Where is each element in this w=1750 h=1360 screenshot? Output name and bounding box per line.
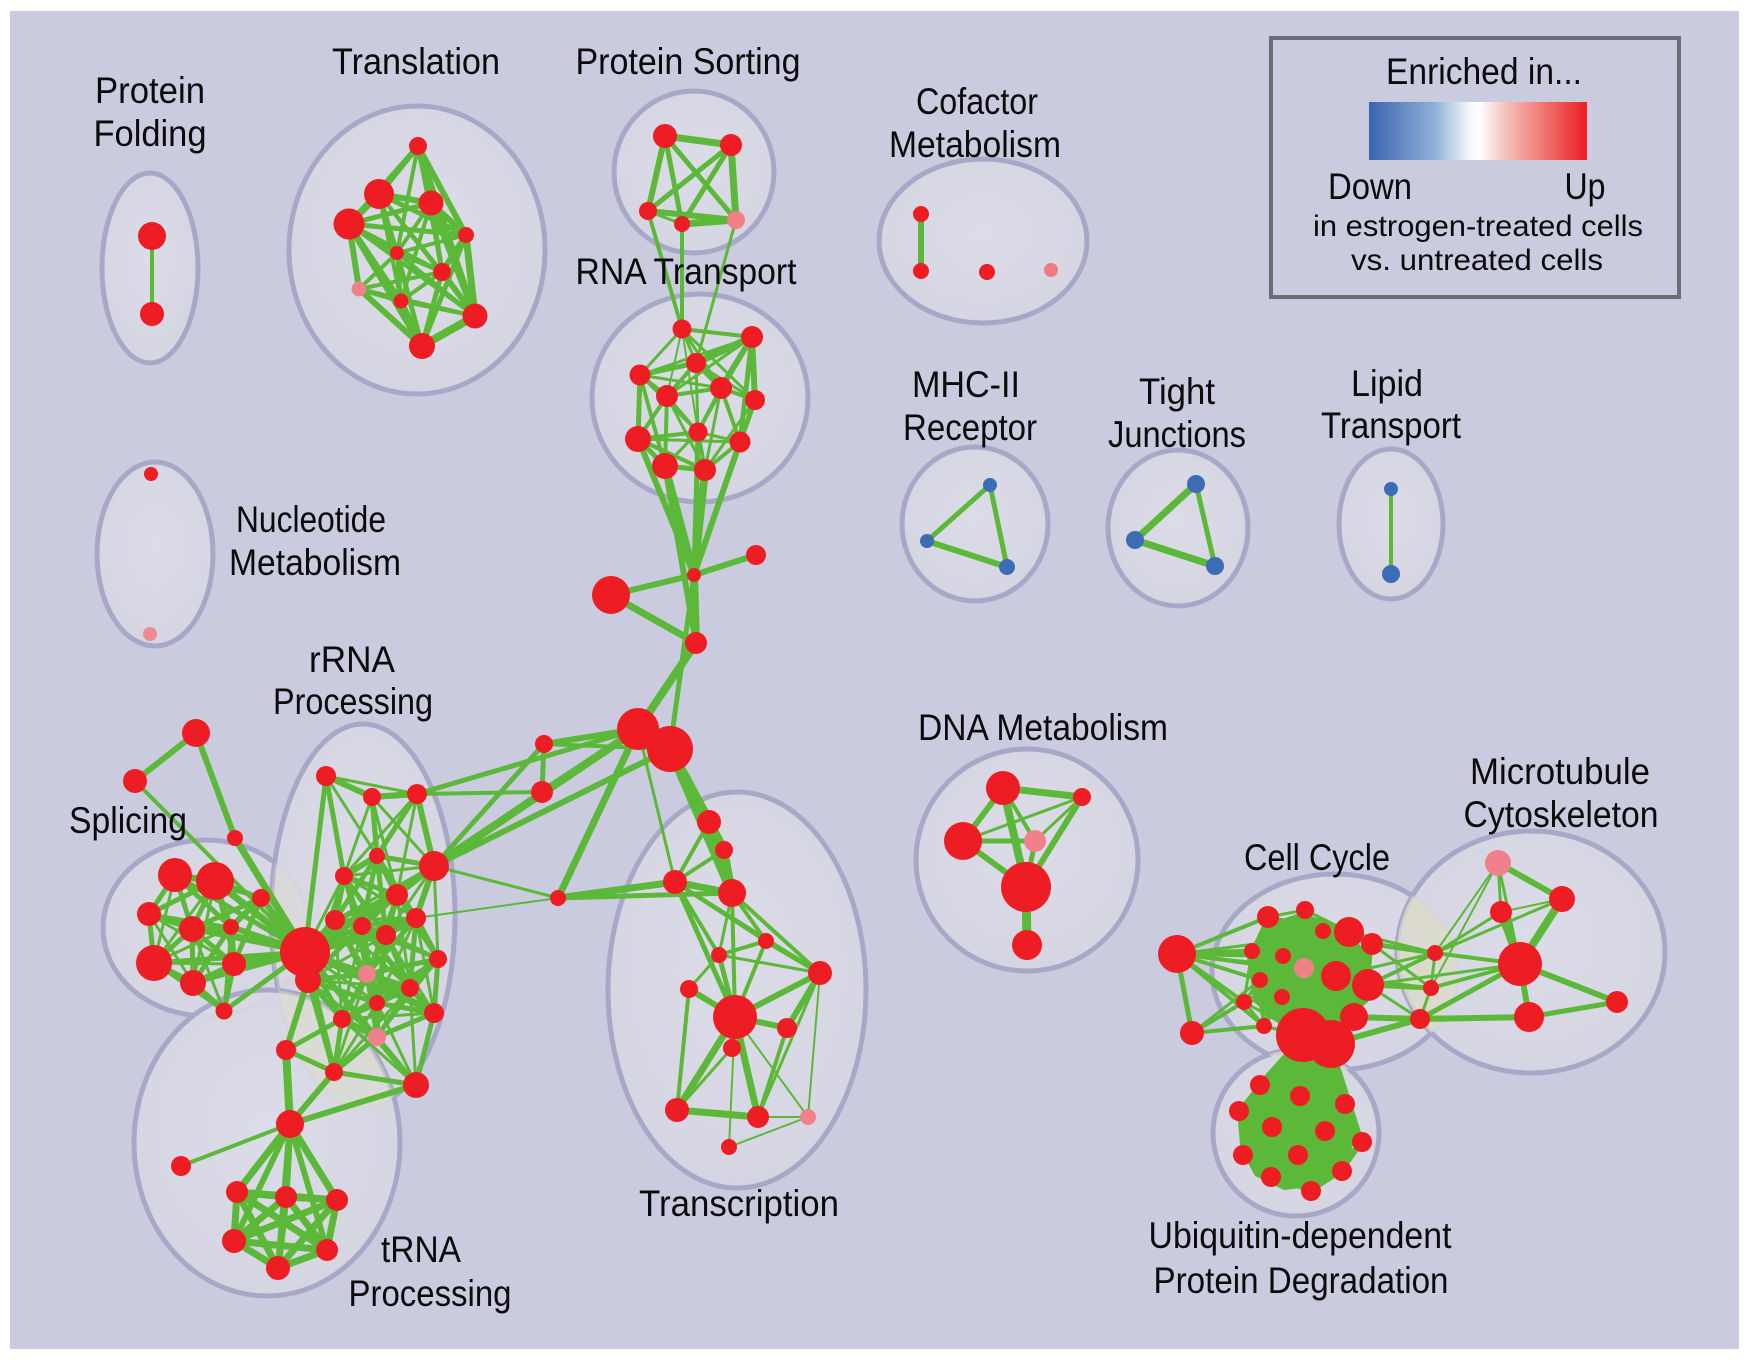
- svg-text:Processing: Processing: [273, 681, 433, 722]
- svg-text:Up: Up: [1565, 166, 1606, 207]
- svg-text:Transport: Transport: [1321, 405, 1462, 446]
- svg-text:RNA Transport: RNA Transport: [576, 251, 798, 292]
- svg-text:Enriched in...: Enriched in...: [1386, 51, 1582, 92]
- svg-text:Processing: Processing: [349, 1273, 512, 1314]
- svg-text:Tight: Tight: [1139, 371, 1216, 412]
- svg-text:Cofactor: Cofactor: [916, 81, 1038, 122]
- svg-text:Microtubule: Microtubule: [1470, 751, 1650, 792]
- svg-text:Translation: Translation: [332, 41, 500, 82]
- svg-text:rRNA: rRNA: [309, 639, 395, 680]
- svg-text:DNA Metabolism: DNA Metabolism: [918, 707, 1168, 748]
- svg-text:Down: Down: [1328, 166, 1412, 207]
- svg-text:Nucleotide: Nucleotide: [236, 499, 386, 540]
- svg-text:Protein Sorting: Protein Sorting: [576, 41, 801, 82]
- svg-text:in estrogen-treated cells: in estrogen-treated cells: [1313, 210, 1643, 243]
- svg-text:vs. untreated cells: vs. untreated cells: [1351, 244, 1603, 277]
- svg-text:Cytoskeleton: Cytoskeleton: [1464, 794, 1659, 835]
- svg-text:Lipid: Lipid: [1351, 363, 1423, 404]
- svg-text:Ubiquitin-dependent: Ubiquitin-dependent: [1149, 1215, 1453, 1256]
- svg-text:Metabolism: Metabolism: [229, 542, 401, 583]
- svg-text:Protein Degradation: Protein Degradation: [1154, 1260, 1449, 1301]
- svg-text:Folding: Folding: [94, 113, 207, 154]
- svg-text:Junctions: Junctions: [1108, 414, 1246, 455]
- svg-text:tRNA: tRNA: [381, 1229, 461, 1270]
- svg-text:Receptor: Receptor: [903, 407, 1037, 448]
- svg-text:Transcription: Transcription: [639, 1183, 839, 1224]
- svg-text:Metabolism: Metabolism: [889, 124, 1061, 165]
- svg-text:MHC-II: MHC-II: [912, 364, 1020, 405]
- svg-text:Protein: Protein: [95, 70, 205, 111]
- svg-text:Cell Cycle: Cell Cycle: [1244, 837, 1390, 878]
- svg-text:Splicing: Splicing: [69, 800, 187, 841]
